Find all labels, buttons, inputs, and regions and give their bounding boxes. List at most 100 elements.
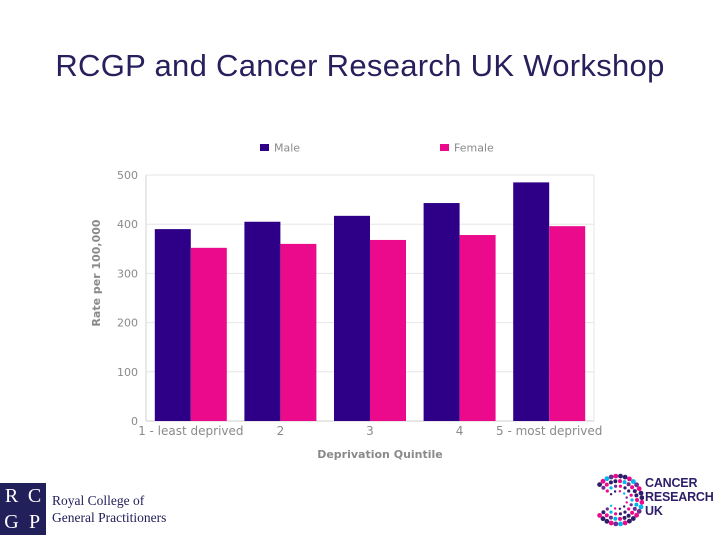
cruk-dot (618, 512, 622, 516)
cruk-dot (635, 498, 639, 502)
cruk-name: CANCER RESEARCH UK (645, 476, 714, 518)
x-tick-label-3: 3 (366, 424, 374, 438)
cruk-dot (608, 474, 614, 480)
cruk-dot (608, 515, 613, 520)
cruk-dot (604, 476, 610, 482)
cruk-dot (622, 474, 628, 480)
cruk-dot (608, 480, 613, 485)
cruk-dot (604, 482, 609, 487)
cruk-dot (622, 515, 627, 520)
cruk-dot (623, 505, 626, 508)
rcgp-letter-r: R (4, 485, 19, 507)
legend-swatch-male (260, 144, 269, 151)
cruk-dot (629, 493, 633, 497)
legend-label-male: Male (274, 142, 300, 155)
cruk-dot (618, 473, 623, 479)
x-tick-label-4: 4 (456, 424, 464, 438)
bar-chart: 0 100 200 300 400 500 1 - least deprived 2 3 4 5 -… (90, 142, 602, 462)
cruk-dot (623, 492, 626, 495)
y-axis-title: Rate per 100,000 (90, 219, 103, 326)
cruk-dot (634, 482, 639, 488)
x-tick-label-2: 2 (277, 424, 285, 438)
cruk-dot (634, 493, 639, 498)
cruk-dot (632, 489, 637, 494)
cruk-dot (600, 478, 606, 484)
cruk-dot (639, 495, 644, 501)
cruk-dot (609, 486, 613, 490)
cruk-dot (622, 480, 627, 485)
cruk-dot (625, 496, 628, 499)
cruk-dot (634, 512, 639, 518)
bar-male-5 (513, 182, 550, 421)
bar-female-3 (370, 239, 406, 421)
rcgp-letter-p: P (28, 511, 41, 533)
x-axis-title: Deprivation Quintile (317, 448, 443, 461)
cruk-name-line3: UK (645, 504, 663, 518)
cruk-dot (630, 479, 636, 484)
cruk-dot (613, 507, 617, 510)
cruk-dot (636, 486, 642, 492)
cruk-dot (618, 521, 623, 527)
x-tick-label-1: 1 - least deprived (138, 424, 243, 438)
cruk-dots-c-icon (597, 473, 644, 527)
bar-male-4 (423, 203, 460, 421)
cruk-dot (609, 493, 613, 496)
bar-female-5 (549, 226, 586, 421)
cruk-dot (630, 485, 635, 490)
cruk-dot (636, 508, 642, 514)
cruk-dot (626, 482, 631, 487)
cruk-dot (638, 490, 644, 496)
cruk-dot (627, 518, 632, 524)
cruk-dot (639, 499, 644, 505)
cruk-dot (627, 507, 631, 511)
cruk-dot (613, 490, 617, 493)
cruk-dot (609, 504, 613, 507)
cruk-name-line2: RESEARCH (645, 490, 714, 504)
bar-male-1 (154, 229, 191, 421)
cruk-dot (601, 510, 606, 515)
cruk-dot (614, 512, 618, 516)
cruk-dot (618, 484, 622, 488)
cruk-dot (604, 513, 609, 518)
cruk-dot (623, 486, 627, 490)
cruk-dot (622, 520, 628, 526)
cruk-dot (601, 485, 606, 490)
cruk-dot (630, 516, 636, 521)
cruk-logo: CANCER RESEARCH UK (588, 472, 720, 528)
cruk-dot (630, 498, 634, 502)
y-tick-label-100: 100 (117, 366, 138, 379)
cruk-name-line1: CANCER (645, 476, 698, 490)
rcgp-name-line1: Royal College of (52, 493, 145, 508)
cruk-dot (608, 520, 614, 526)
cruk-dot (627, 476, 632, 482)
cruk-dot (597, 513, 602, 518)
cruk-dot (605, 489, 609, 493)
rcgp-letter-c: C (27, 485, 42, 507)
bar-female-1 (190, 247, 227, 421)
x-tick-label-5: 5 - most deprived (496, 424, 602, 438)
cruk-dot (613, 473, 619, 479)
y-tick-label-0: 0 (131, 415, 138, 428)
cruk-dot (623, 510, 627, 514)
bar-male-3 (334, 215, 370, 421)
cruk-dot (605, 507, 609, 511)
y-tick-label-200: 200 (117, 317, 138, 330)
rcgp-monogram: R C G P (0, 483, 46, 535)
cruk-dot (604, 518, 610, 524)
cruk-dot (629, 503, 633, 507)
rcgp-letter-g: G (4, 511, 19, 533)
slide-title: RCGP and Cancer Research UK Workshop (55, 48, 665, 83)
cruk-dot (627, 489, 631, 493)
cruk-dot (613, 516, 618, 521)
cruk-dot (638, 504, 644, 510)
legend-swatch-female (440, 144, 449, 151)
cruk-dot (618, 507, 622, 510)
cruk-dot (632, 506, 637, 511)
cruk-dot (634, 502, 639, 507)
cruk-dot (613, 521, 619, 527)
cruk-dot (609, 510, 613, 514)
cruk-dot (600, 516, 606, 522)
rcgp-name-line2: General Practitioners (52, 510, 167, 525)
cruk-dot (625, 501, 628, 504)
bar-male-2 (244, 221, 281, 421)
